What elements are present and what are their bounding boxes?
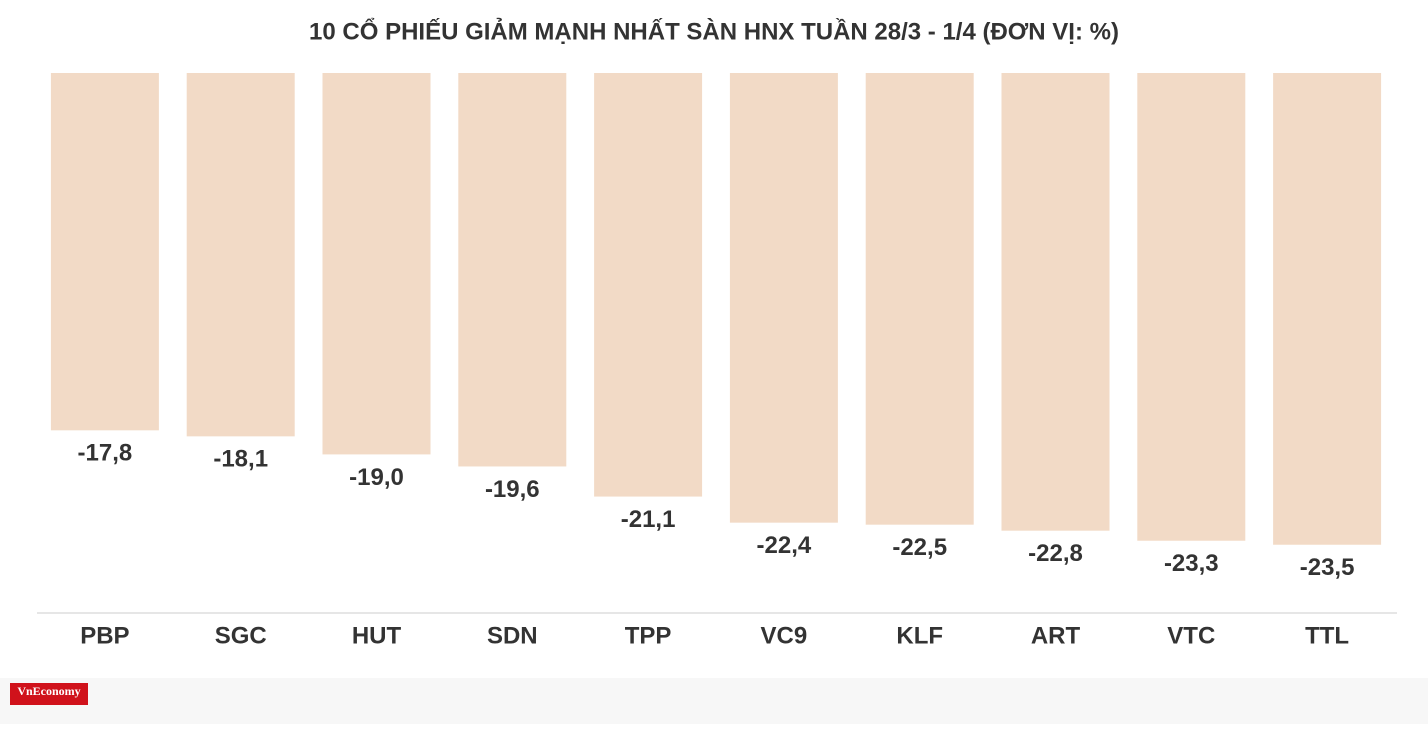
bar [865, 73, 974, 525]
bar [186, 73, 295, 437]
x-tick-label: SDN [487, 622, 538, 649]
footer-strip [0, 678, 1428, 724]
x-tick-label: HUT [352, 622, 402, 649]
bar [1001, 73, 1110, 531]
bar [1273, 73, 1382, 545]
bar [458, 73, 567, 467]
value-label: -23,5 [1300, 554, 1355, 581]
x-tick-label: VTC [1167, 622, 1215, 649]
x-tick-label: TPP [625, 622, 672, 649]
value-label: -22,8 [1028, 540, 1083, 567]
bar [594, 73, 703, 497]
chart-title: 10 CỔ PHIẾU GIẢM MẠNH NHẤT SÀN HNX TUẦN … [309, 16, 1119, 45]
bar [729, 73, 838, 523]
value-label: -17,8 [78, 440, 133, 467]
bar [1137, 73, 1246, 541]
x-tick-label: TTL [1305, 622, 1349, 649]
value-label: -18,1 [213, 446, 268, 473]
bar [50, 73, 159, 431]
value-label: -22,5 [892, 534, 947, 561]
value-label: -22,4 [757, 532, 812, 559]
x-tick-label: VC9 [761, 622, 808, 649]
value-label: -19,6 [485, 476, 540, 503]
logo: VnEconomy [17, 684, 80, 698]
x-tick-label: SGC [215, 622, 267, 649]
bar [322, 73, 431, 455]
value-label: -19,0 [349, 464, 404, 491]
x-tick-label: KLF [896, 622, 943, 649]
x-tick-label: ART [1031, 622, 1081, 649]
value-label: -23,3 [1164, 550, 1219, 577]
x-tick-label: PBP [80, 622, 129, 649]
value-label: -21,1 [621, 506, 676, 533]
logo-box [10, 683, 88, 705]
